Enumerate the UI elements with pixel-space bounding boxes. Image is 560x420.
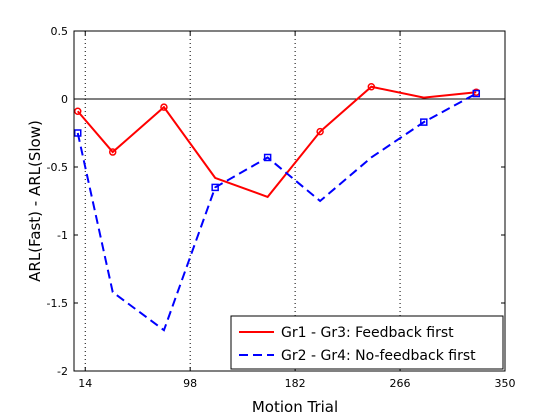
legend: Gr1 - Gr3: Feedback first Gr2 - Gr4: No-f… <box>230 315 504 370</box>
x-tick-label: 182 <box>285 377 306 390</box>
series-1 <box>73 83 481 199</box>
y-tick-label: -2 <box>57 365 68 378</box>
y-tick-label: -1 <box>57 229 68 242</box>
y-axis-ticks: -2 -1.5 -1 -0.5 0 0.5 <box>47 25 505 378</box>
series-line <box>76 92 477 332</box>
legend-label: Gr1 - Gr3: Feedback first <box>281 325 454 341</box>
data-point-circle <box>108 148 117 156</box>
series-layer <box>73 83 481 332</box>
series-2 <box>73 89 481 332</box>
data-point-circle <box>367 83 376 91</box>
plot-area-frame <box>73 30 506 372</box>
data-point-square <box>211 183 219 192</box>
legend-item: Gr1 - Gr3: Feedback first <box>239 325 454 341</box>
data-point-square <box>263 153 272 162</box>
data-point-square <box>73 129 82 137</box>
legend-box <box>230 315 504 370</box>
y-tick-label: 0.5 <box>51 25 69 38</box>
y-tick-label: -0.5 <box>47 161 68 174</box>
data-point-square <box>420 118 428 126</box>
x-tick-label: 266 <box>390 377 411 390</box>
y-axis-label: ARL(Fast) - ARL(Slow) <box>26 120 44 282</box>
grid-lines <box>84 31 401 371</box>
legend-label: Gr2 - Gr4: No-feedback first <box>281 348 476 364</box>
data-point-square <box>472 89 481 98</box>
y-tick-label: -1.5 <box>47 297 68 310</box>
x-axis-label: Motion Trial <box>252 398 338 416</box>
x-tick-label: 98 <box>183 377 197 390</box>
data-point-circle <box>316 127 324 136</box>
data-point-circle <box>160 103 168 111</box>
x-axis-ticks: 14 98 182 266 350 <box>78 31 516 390</box>
series-line <box>76 85 477 199</box>
x-tick-label: 350 <box>495 377 516 390</box>
legend-item: Gr2 - Gr4: No-feedback first <box>239 348 476 364</box>
data-point-circle <box>73 107 82 115</box>
x-tick-label: 14 <box>78 377 92 390</box>
y-tick-label: 0 <box>61 93 68 106</box>
